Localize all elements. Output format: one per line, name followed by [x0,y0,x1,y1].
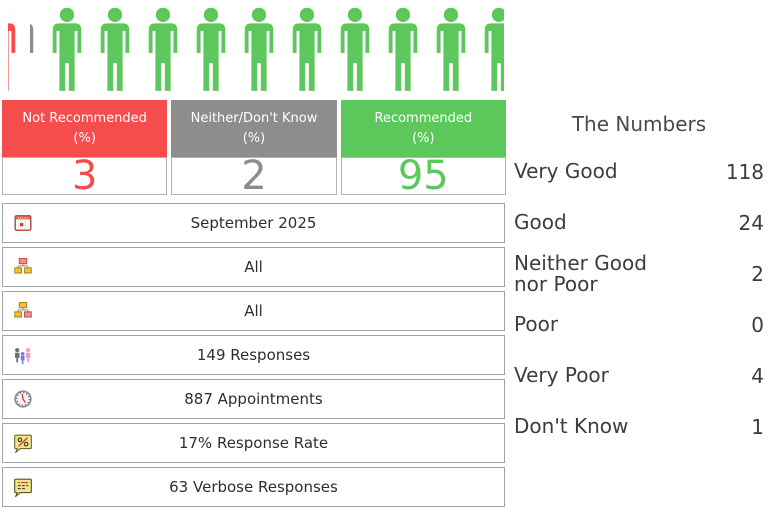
person-icon-not-recommended [8,7,20,93]
row-text: September 2025 [190,214,317,232]
numbers-value: 2 [751,261,764,286]
people-icon [15,348,31,365]
numbers-value: 0 [751,312,764,337]
row-response-rate[interactable]: 17% Response Rate [2,423,505,463]
numbers-row-good: Good 24 [512,197,766,248]
numbers-label: Very Poor [514,363,609,387]
numbers-value: 1 [751,414,764,439]
row-text: All [244,258,263,276]
person-icon [432,7,470,93]
person-icon [96,7,134,93]
stat-not-recommended: Not Recommended (%) 3 [2,100,168,195]
stat-value: 3 [2,157,168,195]
stat-neither: Neither/Don't Know (%) 2 [171,100,337,195]
numbers-panel: The Numbers Very Good 118 Good 24 Neithe… [512,110,766,452]
stat-boxes: Not Recommended (%) 3 Neither/Don't Know… [2,100,506,195]
stat-header: Neither/Don't Know (%) [171,100,337,157]
numbers-value: 4 [751,363,764,388]
row-text: 17% Response Rate [178,434,329,452]
row-text: 63 Verbose Responses [169,478,338,496]
person-icon [48,7,86,93]
filter-info-rows: September 2025 All All [2,203,505,511]
numbers-row-neither: Neither Good nor Poor 2 [512,248,766,299]
numbers-row-poor: Poor 0 [512,299,766,350]
stat-label: Neither/Don't Know [190,111,318,126]
stat-unit: (%) [73,130,96,146]
row-verbose-responses[interactable]: 63 Verbose Responses [2,467,505,507]
person-icon-partial [480,7,504,93]
calendar-icon [14,215,32,231]
numbers-label: Good [514,210,567,234]
row-org-all[interactable]: All [2,247,505,287]
person-icon [336,7,374,93]
stat-header: Not Recommended (%) [2,100,168,157]
comment-icon [14,478,32,497]
numbers-value: 24 [738,210,764,235]
person-icon [240,7,278,93]
numbers-row-very-good: Very Good 118 [512,146,766,197]
person-icon-neither [30,7,38,93]
percent-bubble-icon [14,434,32,453]
recommendation-pictograph [8,7,506,95]
org-chart-icon [14,257,32,274]
stat-label: Recommended [374,111,473,126]
stat-header: Recommended (%) [340,100,506,157]
numbers-row-very-poor: Very Poor 4 [512,350,766,401]
row-text: All [244,302,263,320]
row-appointments[interactable]: 887 Appointments [2,379,505,419]
row-responses[interactable]: 149 Responses [2,335,505,375]
numbers-label: Don't Know [514,414,629,438]
numbers-label: Neither Good nor Poor [514,250,647,296]
person-icon [288,7,326,93]
person-icon [384,7,422,93]
stat-unit: (%) [242,130,266,146]
numbers-label: Very Good [514,159,618,183]
row-month[interactable]: September 2025 [2,203,505,243]
numbers-title: The Numbers [571,112,707,136]
stat-unit: (%) [412,130,435,146]
stat-label: Not Recommended [22,111,147,126]
stat-value: 95 [340,157,506,195]
person-icon [144,7,182,93]
row-text: 149 Responses [196,346,311,364]
numbers-row-dont-know: Don't Know 1 [512,401,766,452]
clock-icon [14,390,32,408]
numbers-value: 118 [725,159,764,184]
stat-value: 2 [171,157,337,195]
stat-recommended: Recommended (%) 95 [340,100,506,195]
numbers-label: Poor [514,312,559,336]
org-chart-alt-icon [14,301,32,318]
row-org-all-2[interactable]: All [2,291,505,331]
person-icon [192,7,230,93]
row-text: 887 Appointments [184,390,323,408]
